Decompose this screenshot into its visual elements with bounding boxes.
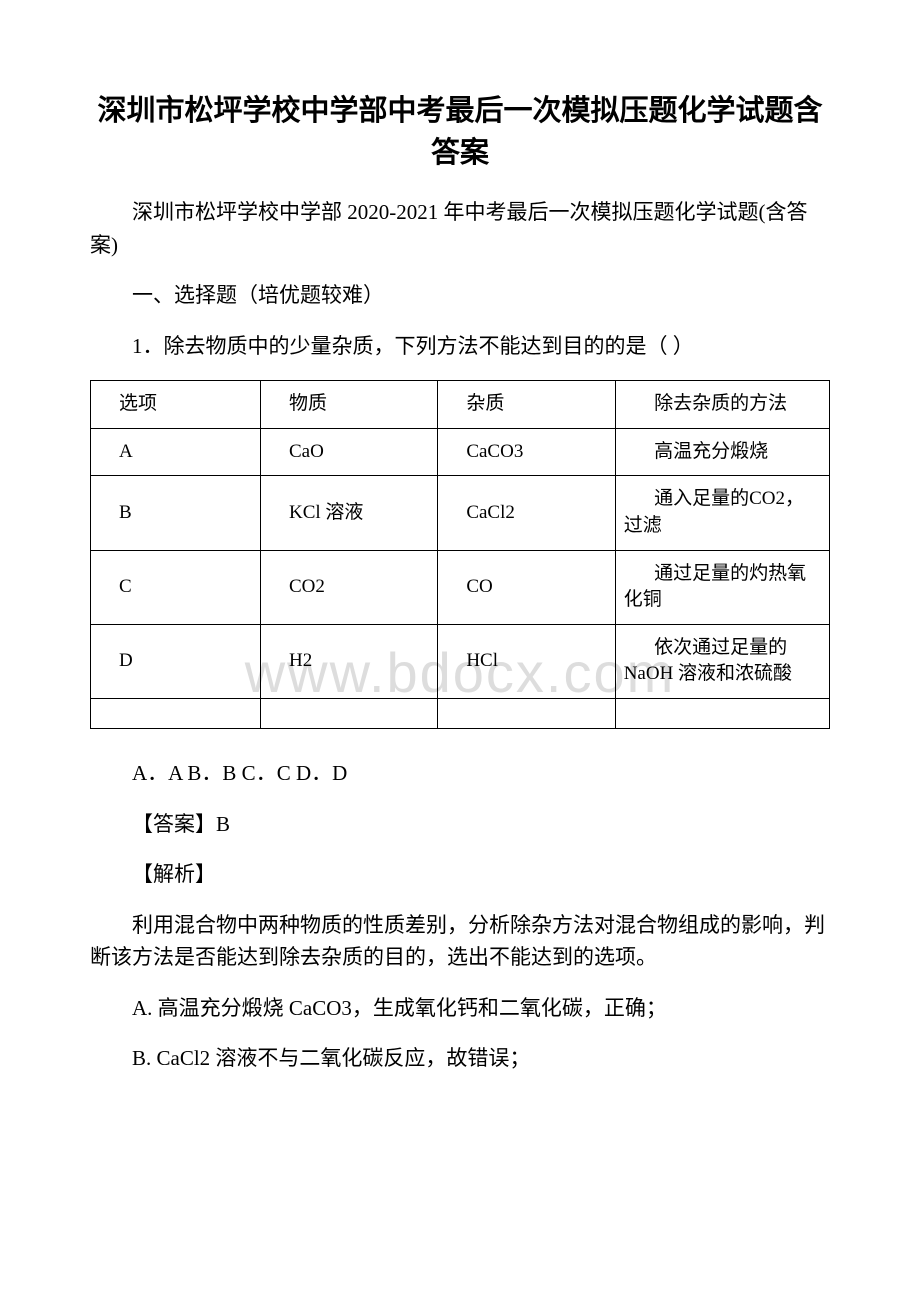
page-title: 深圳市松坪学校中学部中考最后一次模拟压题化学试题含答案 <box>90 90 830 174</box>
explanation-item-a: A. 高温充分煅烧 CaCO3，生成氧化钙和二氧化碳，正确； <box>90 992 830 1025</box>
section-heading: 一、选择题（培优题较难） <box>90 279 830 312</box>
table-cell: A <box>91 428 261 476</box>
page-content: 深圳市松坪学校中学部中考最后一次模拟压题化学试题含答案 深圳市松坪学校中学部 2… <box>90 90 830 1075</box>
table-row: 选项 物质 杂质 除去杂质的方法 <box>91 381 830 429</box>
table-row <box>91 699 830 729</box>
table-cell <box>91 699 261 729</box>
table-cell: KCl 溶液 <box>260 476 437 550</box>
table-header-cell: 物质 <box>260 381 437 429</box>
table-cell: HCl <box>438 624 615 698</box>
table-cell: 依次通过足量的 NaOH 溶液和浓硫酸 <box>615 624 829 698</box>
question-1-table: 选项 物质 杂质 除去杂质的方法 A CaO CaCO3 高温充分煅烧 B KC… <box>90 380 830 729</box>
table-cell <box>615 699 829 729</box>
question-1-stem: 1．除去物质中的少量杂质，下列方法不能达到目的的是（ ） <box>90 330 830 363</box>
explanation-body: 利用混合物中两种物质的性质差别，分析除杂方法对混合物组成的影响，判断该方法是否能… <box>90 909 830 974</box>
table-cell <box>260 699 437 729</box>
explanation-item-b: B. CaCl2 溶液不与二氧化碳反应，故错误； <box>90 1042 830 1075</box>
table-cell: CaO <box>260 428 437 476</box>
table-row: C CO2 CO 通过足量的灼热氧化铜 <box>91 550 830 624</box>
answer-options: A．A B．B C．C D．D <box>90 757 830 790</box>
table-cell: C <box>91 550 261 624</box>
table-cell: 高温充分煅烧 <box>615 428 829 476</box>
table-cell: H2 <box>260 624 437 698</box>
table-cell: CO2 <box>260 550 437 624</box>
table-row: D H2 HCl 依次通过足量的 NaOH 溶液和浓硫酸 <box>91 624 830 698</box>
answer-line: 【答案】B <box>90 808 830 841</box>
table-row: B KCl 溶液 CaCl2 通入足量的CO2，过滤 <box>91 476 830 550</box>
table-cell: CO <box>438 550 615 624</box>
table-row: A CaO CaCO3 高温充分煅烧 <box>91 428 830 476</box>
table-cell: 通入足量的CO2，过滤 <box>615 476 829 550</box>
table-header-cell: 杂质 <box>438 381 615 429</box>
table-header-cell: 除去杂质的方法 <box>615 381 829 429</box>
intro-paragraph: 深圳市松坪学校中学部 2020-2021 年中考最后一次模拟压题化学试题(含答案… <box>90 196 830 261</box>
table-cell <box>438 699 615 729</box>
explanation-label: 【解析】 <box>90 858 830 891</box>
table-cell: CaCl2 <box>438 476 615 550</box>
table-cell: 通过足量的灼热氧化铜 <box>615 550 829 624</box>
table-cell: B <box>91 476 261 550</box>
table-cell: CaCO3 <box>438 428 615 476</box>
table-cell: D <box>91 624 261 698</box>
table-header-cell: 选项 <box>91 381 261 429</box>
